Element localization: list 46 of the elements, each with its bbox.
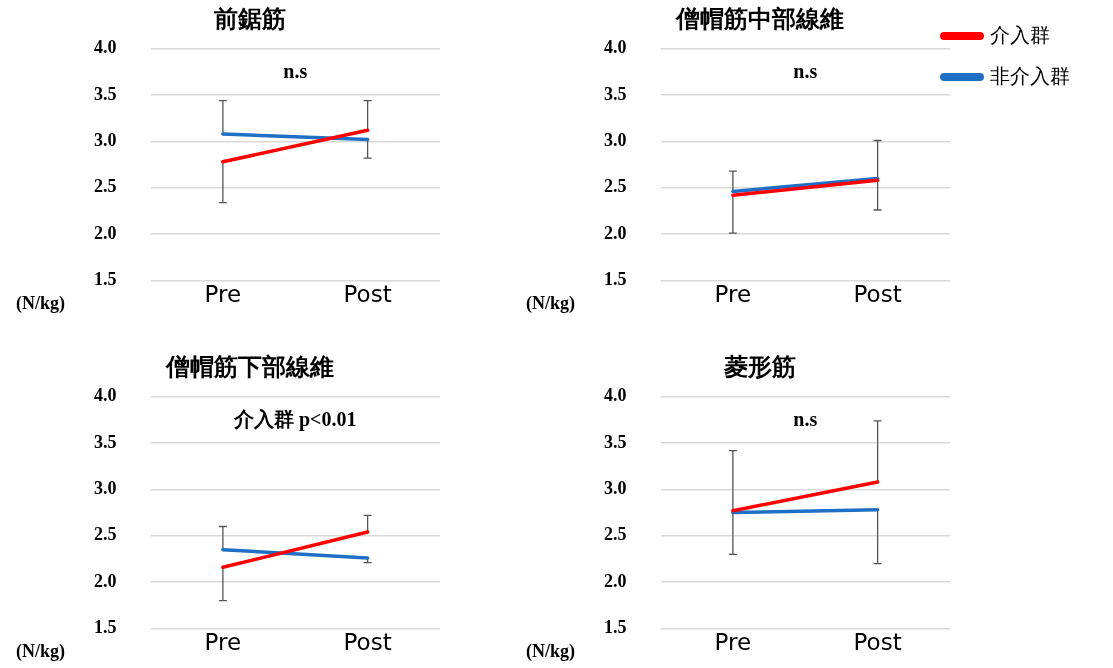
chart-title: 僧帽筋中部線維 <box>675 4 844 33</box>
annotation: 介入群 p<0.01 <box>232 407 357 431</box>
y-tick-label: 2.0 <box>94 570 117 591</box>
y-axis-title: (N/kg) <box>526 293 575 315</box>
x-tick-label: Pre <box>204 281 242 308</box>
y-tick-label: 3.0 <box>94 130 117 151</box>
y-axis-title: (N/kg) <box>526 641 575 663</box>
y-tick-label: 4.0 <box>604 37 627 58</box>
annotation: n.s <box>793 407 818 430</box>
legend-label: 介入群 <box>990 22 1050 49</box>
x-tick-label: Post <box>853 629 902 656</box>
annotation: n.s <box>793 59 818 82</box>
y-tick-label: 2.0 <box>604 570 627 591</box>
y-tick-label: 2.5 <box>604 524 627 545</box>
y-axis-title: (N/kg) <box>16 641 65 663</box>
legend-label: 非介入群 <box>990 63 1070 90</box>
y-tick-label: 2.0 <box>94 222 117 243</box>
y-tick-label: 1.5 <box>94 617 117 638</box>
y-tick-label: 1.5 <box>604 269 627 290</box>
y-tick-label: 3.5 <box>604 83 627 104</box>
y-tick-label: 3.5 <box>604 431 627 452</box>
annotation: n.s <box>283 59 308 82</box>
x-tick-label: Post <box>853 281 902 308</box>
x-tick-label: Pre <box>714 629 752 656</box>
y-tick-label: 4.0 <box>604 385 627 406</box>
y-tick-label: 4.0 <box>94 385 117 406</box>
y-tick-label: 3.5 <box>94 83 117 104</box>
y-tick-label: 2.5 <box>604 176 627 197</box>
y-axis-title: (N/kg) <box>16 293 65 315</box>
x-tick-label: Pre <box>204 629 242 656</box>
chart-title: 僧帽筋下部線維 <box>165 352 334 381</box>
y-tick-label: 1.5 <box>94 269 117 290</box>
y-tick-label: 1.5 <box>604 617 627 638</box>
chart-title: 菱形筋 <box>723 352 796 381</box>
y-tick-label: 4.0 <box>94 37 117 58</box>
x-tick-label: Post <box>343 281 392 308</box>
y-tick-label: 2.5 <box>94 524 117 545</box>
y-tick-label: 3.0 <box>604 130 627 151</box>
x-tick-label: Post <box>343 629 392 656</box>
y-tick-label: 3.0 <box>604 478 627 499</box>
y-tick-label: 3.5 <box>94 431 117 452</box>
x-tick-label: Pre <box>714 281 752 308</box>
y-tick-label: 2.5 <box>94 176 117 197</box>
chart-title: 前鋸筋 <box>213 4 286 33</box>
y-tick-label: 2.0 <box>604 222 627 243</box>
y-tick-label: 3.0 <box>94 478 117 499</box>
